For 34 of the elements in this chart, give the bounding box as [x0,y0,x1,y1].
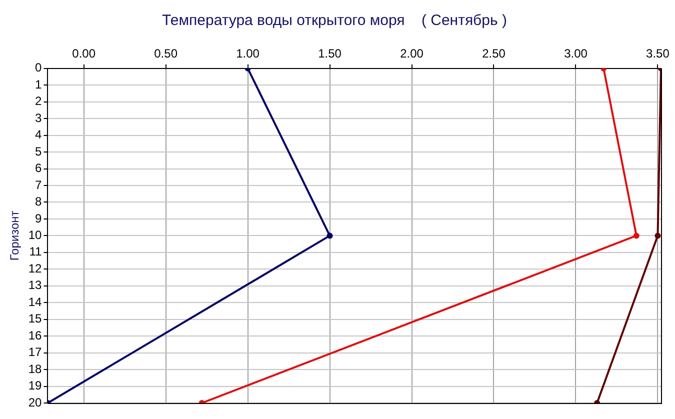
y-tick-label: 11 [29,244,42,259]
x-tick-label: 0.50 [154,46,178,61]
y-tick-label: 20 [28,395,42,410]
x-tick-label: 1.00 [236,46,260,61]
x-tick-label: 3.50 [646,46,670,61]
x-tick-label: 0.00 [72,46,96,61]
chart-title: Температура воды открытого моря ( Сентябрь ) [162,12,507,30]
point [654,232,661,239]
y-tick-label: 5 [35,144,42,158]
y-tick-label: 15 [28,312,42,326]
point [326,232,333,239]
y-tick-label: 0 [35,60,42,75]
y-tick-label: 16 [28,328,42,342]
y-tick-label: 18 [28,362,42,376]
y-tick-label: 3 [35,110,42,125]
x-tick-label: 3.00 [564,46,588,61]
x-tick-label: 2.50 [482,46,506,61]
y-tick-label: 17 [28,345,42,360]
y-axis-title: Горизонт [8,210,22,261]
y-tick-label: 19 [28,378,42,393]
y-tick-label: 14 [28,294,42,309]
y-tick-label: 2 [35,94,42,108]
y-tick-label: 7 [35,178,42,192]
y-tick-label: 8 [35,194,42,209]
y-tick-label: 10 [28,228,42,242]
y-tick-label: 12 [28,261,42,276]
y-tick-label: 6 [35,161,42,176]
y-tick-label: 9 [35,211,42,226]
x-tick-label: 2.00 [400,46,424,61]
y-tick-label: 1 [35,77,42,92]
y-tick-label: 13 [28,278,42,292]
x-tick-label: 1.50 [318,46,342,61]
point [633,232,640,239]
y-tick-label: 4 [35,128,42,142]
